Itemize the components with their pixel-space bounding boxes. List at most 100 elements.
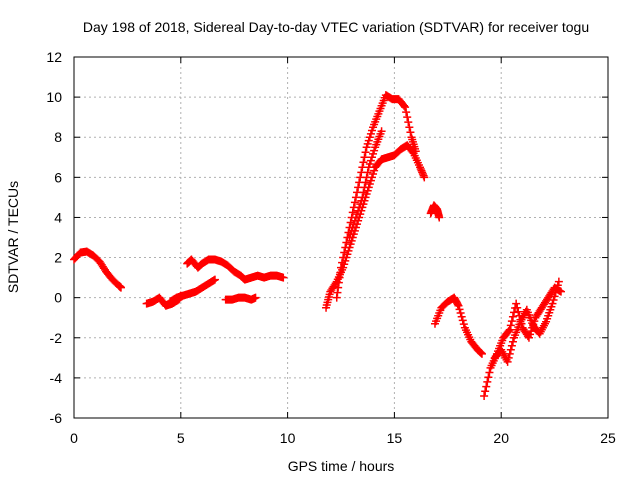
- series-pass-10: [430, 293, 486, 358]
- y-tick-label: 12: [46, 49, 62, 65]
- data-point-marker: [508, 312, 517, 321]
- data-point-marker: [350, 198, 359, 207]
- grid-lines: [74, 57, 608, 418]
- data-point-marker: [403, 113, 412, 122]
- data-point-marker: [251, 293, 260, 302]
- data-point-marker: [505, 349, 514, 358]
- data-point-marker: [552, 284, 561, 293]
- data-point-marker: [548, 299, 557, 308]
- data-point-marker: [483, 377, 492, 386]
- y-tick-label: 10: [46, 89, 62, 105]
- data-point-marker: [340, 248, 349, 257]
- data-point-marker: [455, 305, 464, 314]
- data-point-marker: [549, 296, 558, 305]
- x-tick-label: 10: [280, 430, 296, 446]
- data-point-marker: [339, 253, 348, 262]
- data-point-marker: [514, 307, 523, 316]
- data-point-marker: [454, 301, 463, 310]
- data-point-marker: [338, 258, 347, 267]
- data-point-marker: [348, 208, 357, 217]
- data-point-marker: [550, 292, 559, 301]
- series-pass-1: [70, 247, 125, 292]
- data-point-marker: [481, 387, 490, 396]
- data-point-marker: [435, 213, 444, 222]
- data-point-marker: [362, 173, 371, 182]
- y-tick-label: 8: [54, 129, 62, 145]
- y-tick-label: 2: [54, 250, 62, 266]
- data-point-marker: [553, 281, 562, 290]
- data-point-marker: [279, 273, 288, 282]
- data-point-marker: [358, 193, 367, 202]
- y-tick-label: 4: [54, 209, 62, 225]
- plot-frame: [73, 56, 609, 419]
- data-point-marker: [360, 183, 369, 192]
- data-point-marker: [485, 368, 494, 377]
- chart-title: Day 198 of 2018, Sidereal Day-to-day VTE…: [83, 19, 589, 35]
- data-point-marker: [456, 309, 465, 318]
- series-pass-9: [426, 201, 444, 222]
- data-point-marker: [557, 287, 566, 296]
- data-point-marker: [210, 275, 219, 284]
- data-point-marker: [457, 312, 466, 321]
- y-axis-label: SDTVAR / TECUs: [5, 181, 21, 293]
- data-point-marker: [503, 357, 512, 366]
- series-pass-8: [345, 127, 386, 242]
- data-point-marker: [459, 320, 468, 329]
- data-point-marker: [507, 317, 516, 326]
- data-point-marker: [482, 382, 491, 391]
- series-pass-4: [183, 255, 288, 284]
- data-point-marker: [405, 123, 414, 132]
- data-point-marker: [341, 243, 350, 252]
- data-point-marker: [359, 158, 368, 167]
- data-point-marker: [420, 173, 429, 182]
- x-tick-label: 15: [387, 430, 403, 446]
- data-point-marker: [513, 303, 522, 312]
- data-point-marker: [404, 118, 413, 127]
- y-tick-label: -6: [50, 410, 63, 426]
- data-point-marker: [477, 349, 486, 358]
- x-axis-label: GPS time / hours: [288, 458, 395, 474]
- data-point-marker: [505, 325, 514, 334]
- data-point-marker: [484, 373, 493, 382]
- data-point-marker: [504, 353, 513, 362]
- series-pass-6: [322, 141, 429, 312]
- y-tick-label: 6: [54, 169, 62, 185]
- y-tick-label: 0: [54, 290, 62, 306]
- x-tick-label: 0: [70, 430, 78, 446]
- series-pass-12: [490, 277, 563, 366]
- data-points: [70, 91, 566, 400]
- axis-ticks: 0 5 10 15 20 25 -6 -4 -2 0 2 4 6 8 10 12: [46, 49, 616, 446]
- data-point-marker: [401, 103, 410, 112]
- data-point-marker: [506, 321, 515, 330]
- data-point-marker: [506, 345, 515, 354]
- data-point-marker: [512, 299, 521, 308]
- y-tick-label: -4: [50, 370, 63, 386]
- data-point-marker: [504, 327, 513, 336]
- data-point-marker: [551, 288, 560, 297]
- y-tick-label: -2: [50, 330, 63, 346]
- data-point-marker: [377, 127, 386, 136]
- data-point-marker: [400, 101, 409, 110]
- data-point-marker: [480, 391, 489, 400]
- x-tick-label: 25: [600, 430, 616, 446]
- data-point-marker: [554, 277, 563, 286]
- x-tick-label: 5: [177, 430, 185, 446]
- series-pass-5: [221, 293, 260, 304]
- data-point-marker: [342, 238, 351, 247]
- x-tick-label: 20: [493, 430, 509, 446]
- data-point-marker: [458, 316, 467, 325]
- data-point-marker: [337, 263, 345, 272]
- data-point-marker: [361, 178, 370, 187]
- data-point-marker: [359, 188, 368, 197]
- data-point-marker: [507, 341, 516, 350]
- data-point-marker: [508, 337, 517, 346]
- data-point-marker: [361, 148, 370, 157]
- data-point-marker: [411, 147, 420, 156]
- data-point-marker: [116, 283, 125, 292]
- data-point-marker: [406, 128, 415, 137]
- data-point-marker: [402, 108, 411, 117]
- data-point-marker: [360, 153, 369, 162]
- data-point-marker: [363, 168, 372, 177]
- series-pass-3: [166, 275, 219, 306]
